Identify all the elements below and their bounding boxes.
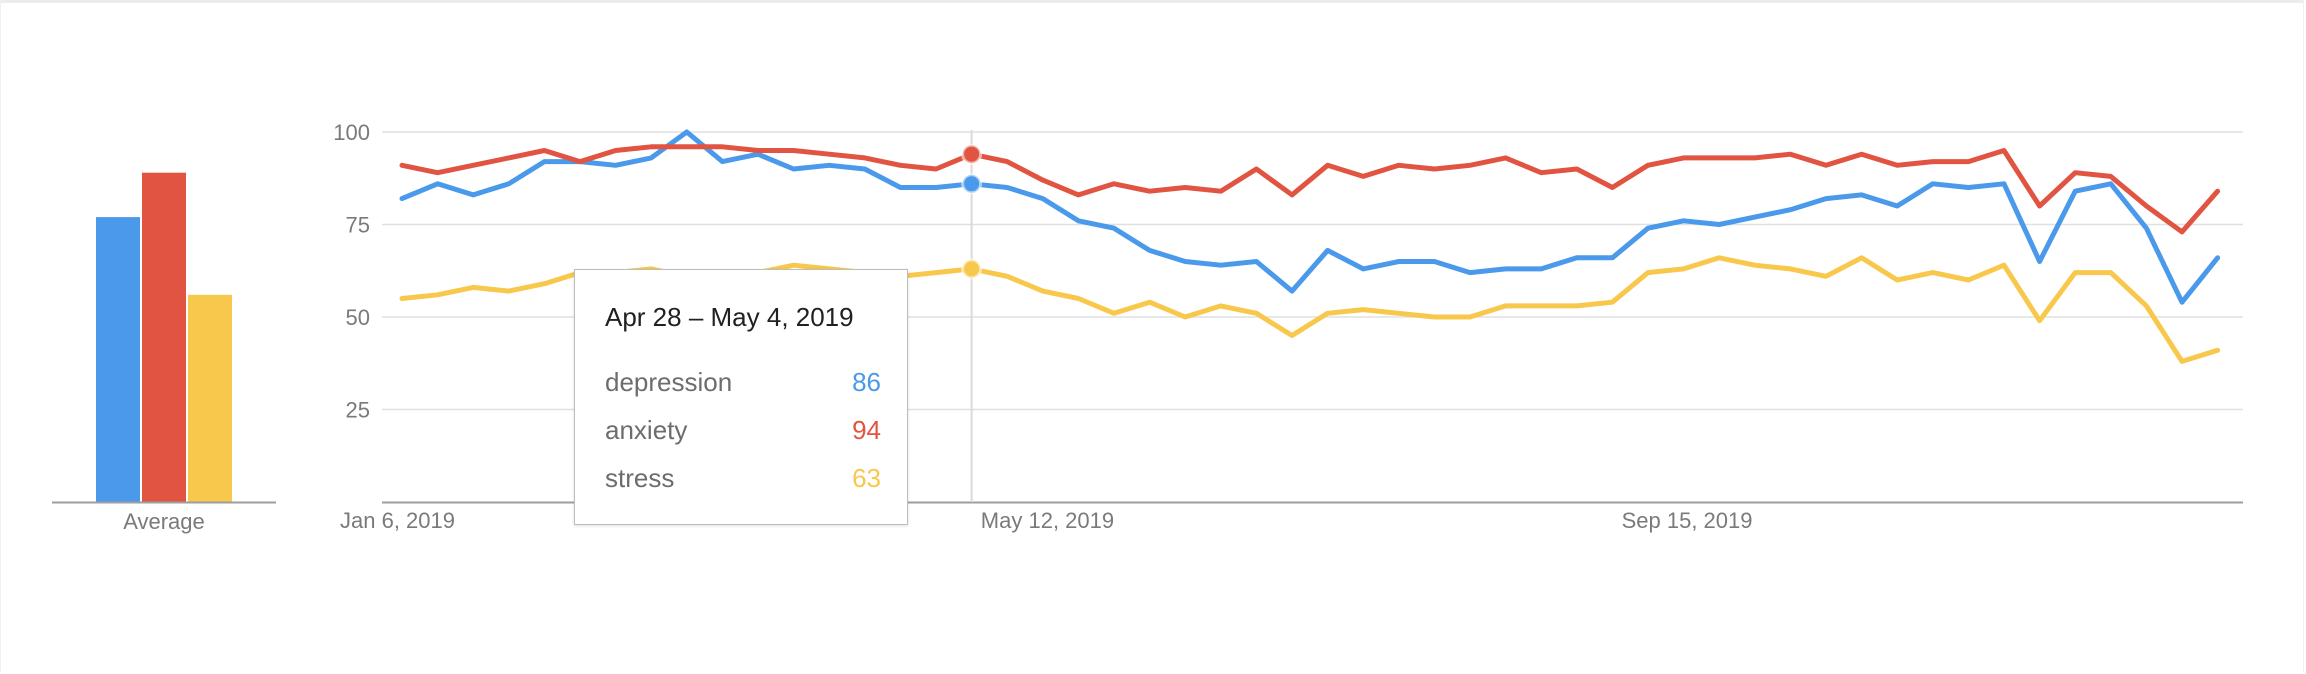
tooltip-series-name: anxiety: [605, 415, 688, 445]
average-bar-depression: [96, 217, 140, 502]
tooltip-date: Apr 28 – May 4, 2019: [605, 302, 854, 332]
tooltip-series-name: depression: [605, 367, 733, 397]
x-axis-labels: Jan 6, 2019 May 12, 2019 Sep 15, 2019: [340, 508, 1753, 533]
x-tick-label: Jan 6, 2019: [340, 508, 455, 533]
y-tick-label: 50: [346, 305, 370, 330]
average-bar-chart: Average: [52, 172, 276, 534]
y-tick-label: 75: [346, 213, 370, 238]
hover-marker-stress: [961, 258, 983, 280]
x-tick-label: May 12, 2019: [981, 508, 1114, 533]
y-tick-label: 25: [346, 398, 370, 423]
hover-markers: [961, 143, 983, 280]
average-label: Average: [123, 509, 205, 534]
series-line-anxiety: [399, 144, 2221, 235]
hover-tooltip: Apr 28 – May 4, 2019 depression 86 anxie…: [574, 269, 908, 525]
tooltip-row-anxiety: anxiety 94: [605, 415, 881, 449]
hover-marker-anxiety: [961, 143, 983, 165]
tooltip-series-value: 63: [852, 463, 881, 493]
tooltip-row-depression: depression 86: [605, 367, 881, 401]
average-bar-stress: [188, 294, 232, 502]
tooltip-series-name: stress: [605, 463, 675, 493]
x-tick-label: Sep 15, 2019: [1622, 508, 1753, 533]
tooltip-row-stress: stress 63: [605, 463, 881, 497]
average-bar-anxiety: [142, 172, 186, 502]
tooltip-series-value: 86: [852, 367, 881, 397]
hover-marker-depression: [961, 173, 983, 195]
tooltip-series-value: 94: [852, 415, 881, 445]
y-tick-label: 100: [333, 120, 370, 145]
